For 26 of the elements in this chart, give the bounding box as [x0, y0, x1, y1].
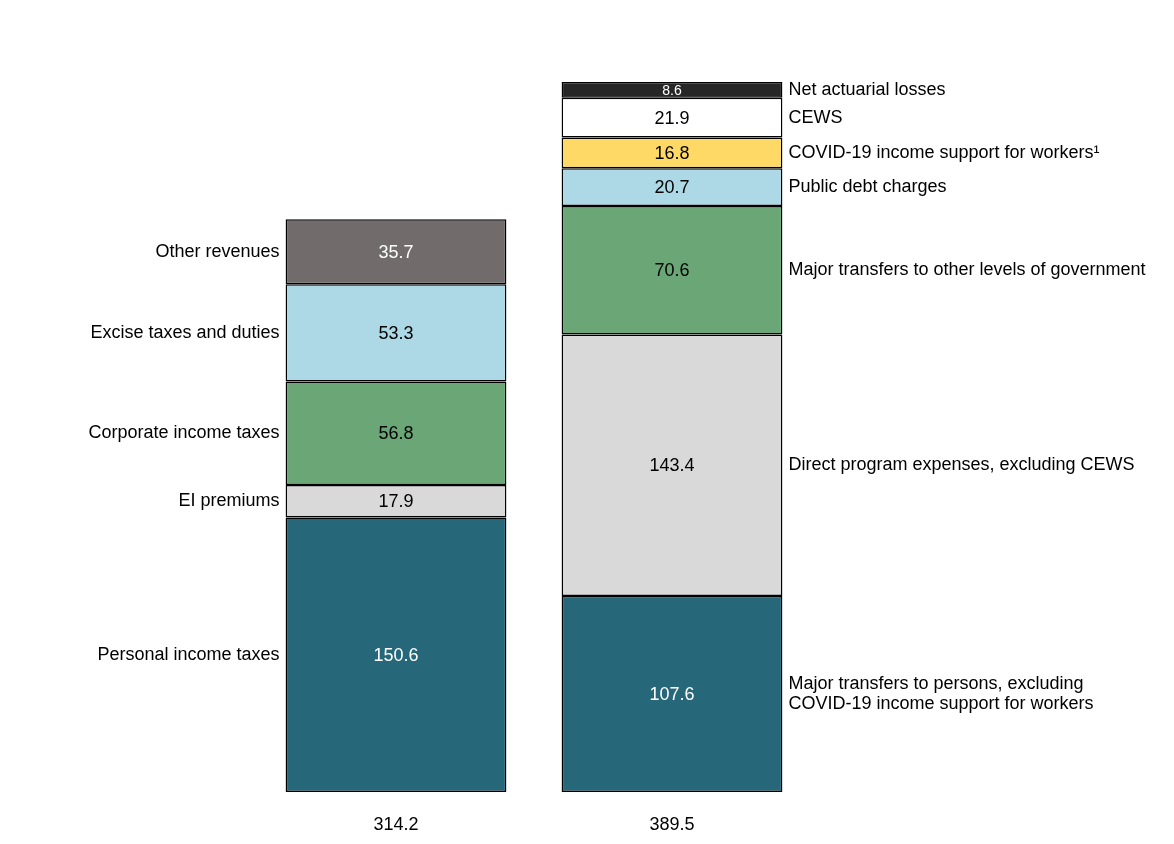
data-label: 150.6: [373, 644, 419, 665]
series-label: Corporate income taxes: [88, 422, 280, 443]
data-label: 107.6: [649, 683, 695, 704]
series-label: Other revenues: [155, 240, 280, 261]
data-label: 16.8: [654, 142, 690, 163]
data-label: 143.4: [649, 455, 695, 476]
series-label: EI premiums: [178, 490, 280, 511]
series-label: Public debt charges: [788, 175, 947, 196]
data-label: 20.7: [654, 176, 690, 197]
series-label: COVID-19 income support for workers¹: [788, 141, 1100, 162]
data-label: 17.9: [378, 491, 414, 512]
data-label: 35.7: [378, 241, 414, 262]
series-label: Excise taxes and duties: [90, 321, 280, 342]
series-label: Direct program expenses, excluding CEWS: [788, 454, 1135, 475]
data-label: 56.8: [378, 423, 414, 444]
total-label: 314.2: [373, 813, 419, 834]
data-label: 53.3: [378, 322, 414, 343]
data-label: 8.6: [662, 81, 682, 98]
series-label: CEWS: [788, 106, 843, 127]
total-label: 389.5: [649, 813, 695, 834]
data-label: 70.6: [654, 260, 690, 281]
series-label: Personal income taxes: [97, 643, 280, 664]
series-label: Net actuarial losses: [788, 78, 946, 99]
series-label: Major transfers to other levels of government: [788, 259, 1146, 280]
data-label: 21.9: [654, 107, 690, 128]
series-label: Major transfers to persons, excluding COVID-19 income support for workers: [788, 672, 1094, 713]
